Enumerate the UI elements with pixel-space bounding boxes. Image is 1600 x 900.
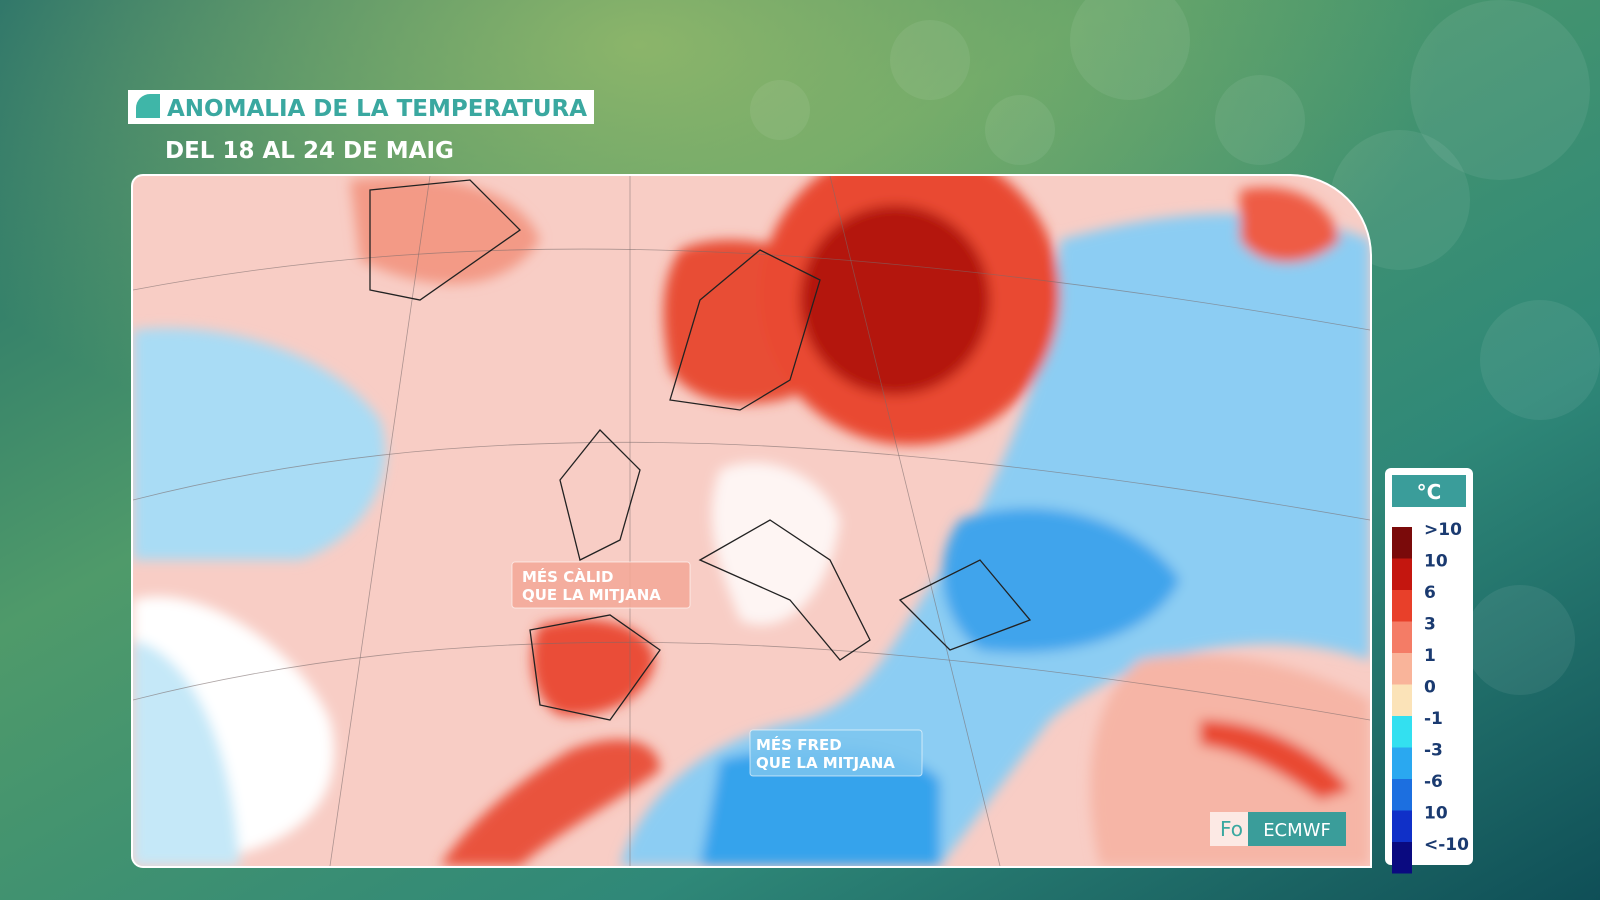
legend-swatch — [1392, 621, 1412, 653]
legend-swatch — [1392, 842, 1412, 874]
legend-swatch — [1392, 653, 1412, 685]
legend-swatch — [1392, 747, 1412, 779]
legend-header — [1392, 475, 1466, 507]
legend-label: <-10 — [1424, 835, 1469, 855]
source-prefix: Fo — [1220, 817, 1243, 841]
legend-label: 10 — [1424, 804, 1448, 824]
legend-swatch — [1392, 779, 1412, 811]
annotation-line: MÉS FRED — [756, 735, 842, 754]
legend-label: 10 — [1424, 552, 1448, 572]
source-name: ECMWF — [1263, 820, 1331, 841]
subtitle: DEL 18 AL 24 DE MAIG — [165, 138, 454, 164]
legend-label: 3 — [1424, 615, 1436, 635]
legend-swatch — [1392, 810, 1412, 842]
annotation-cold: MÉS FRED QUE LA MITJANA — [749, 729, 923, 777]
annotation-line: QUE LA MITJANA — [756, 754, 895, 772]
source-prefix-box — [1210, 812, 1248, 846]
legend-label: -6 — [1424, 772, 1443, 792]
legend-swatch — [1392, 558, 1412, 590]
title-icon — [136, 94, 160, 118]
legend-swatch — [1392, 590, 1412, 622]
title-box — [128, 90, 594, 124]
legend-label: >10 — [1424, 520, 1462, 540]
source-box — [1248, 812, 1346, 846]
legend-label: 1 — [1424, 646, 1436, 666]
legend-label: -3 — [1424, 741, 1443, 761]
legend-unit: °C — [1417, 480, 1442, 504]
legend-swatch — [1392, 527, 1412, 559]
legend-label: 0 — [1424, 678, 1436, 698]
legend-label: 6 — [1424, 583, 1436, 603]
annotation-warm: MÉS CÀLID QUE LA MITJANA — [511, 561, 691, 609]
legend-swatch — [1392, 716, 1412, 748]
legend-label: -1 — [1424, 709, 1443, 729]
annotation-line: MÉS CÀLID — [522, 567, 613, 586]
annotation-line: QUE LA MITJANA — [522, 586, 661, 604]
title: ANOMALIA DE LA TEMPERATURA — [167, 96, 587, 122]
legend-swatch — [1392, 684, 1412, 716]
decor — [750, 0, 1600, 695]
